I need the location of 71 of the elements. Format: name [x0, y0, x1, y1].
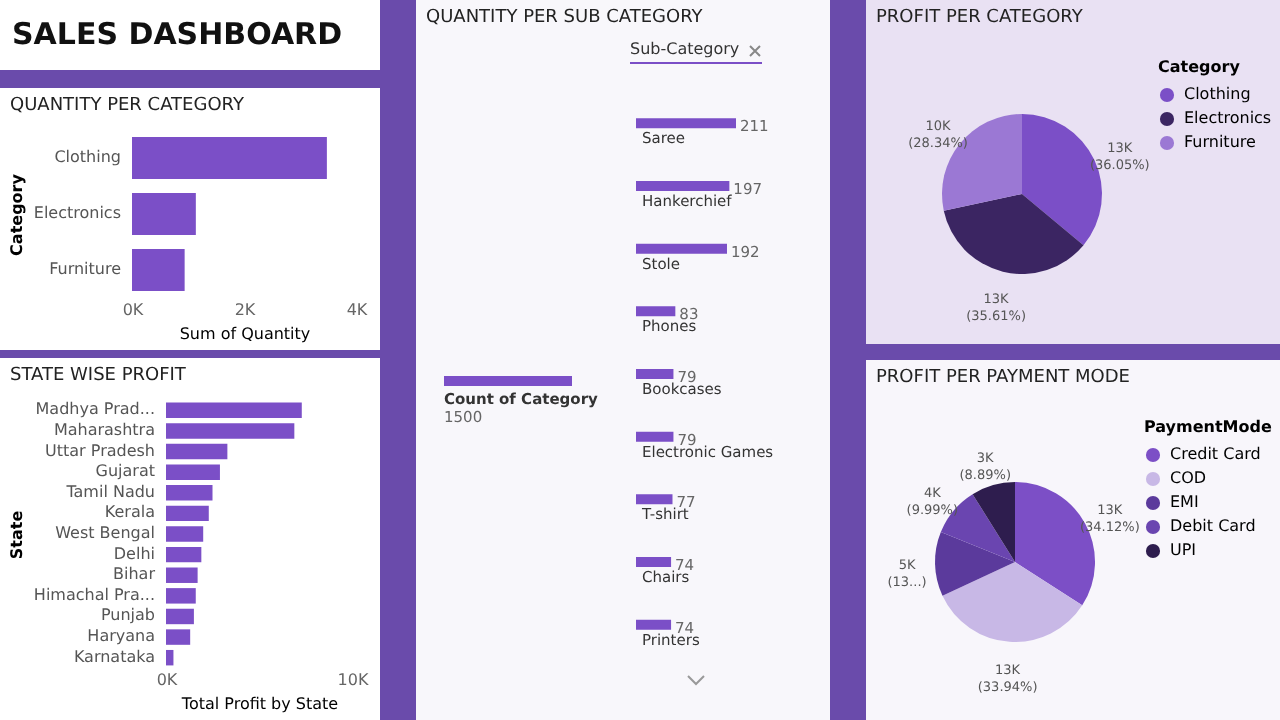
bar — [636, 118, 736, 129]
legend-label: COD — [1170, 469, 1207, 487]
bar — [166, 443, 228, 460]
bar — [636, 369, 674, 379]
y-tick-label: Himachal Pra... — [33, 585, 155, 604]
dropdown-field: Sub-Category — [630, 40, 762, 64]
bar — [636, 494, 673, 505]
x-tick-label: 4K — [346, 301, 369, 319]
legend-label: Credit Card — [1170, 445, 1261, 463]
legend-label: Furniture — [1184, 133, 1256, 151]
y-tick-label: Furniture — [49, 260, 122, 278]
chart-title: PROFIT PER CATEGORY — [876, 8, 1083, 28]
y-tick-label: Gujarat — [95, 462, 155, 481]
y-tick-label: Kerala — [104, 503, 156, 522]
y-axis-title: State — [7, 509, 26, 560]
x-tick-label: 2K — [234, 301, 257, 319]
legend-title: PaymentMode — [1144, 418, 1273, 436]
bar — [132, 137, 327, 179]
pie-slice — [942, 562, 1083, 642]
y-tick-label: West Bengal — [55, 524, 155, 542]
y-tick-label: Punjab — [100, 606, 155, 625]
text: SALES DASHBOARD — [0, 0, 380, 68]
bar — [636, 557, 672, 567]
bar — [636, 243, 727, 254]
y-tick-label: Uttar Pradesh — [45, 441, 155, 460]
x-axis-title: Total Profit by State — [179, 695, 339, 713]
y-tick-label: Clothing — [54, 148, 121, 166]
bar — [166, 423, 295, 439]
y-axis-title: Category — [7, 172, 26, 256]
y-tick-label: Madhya Prad... — [35, 400, 155, 419]
y-tick-label: Electronics — [33, 204, 121, 222]
pie-slice — [935, 531, 1015, 596]
legend-label: Debit Card — [1170, 517, 1256, 535]
bar — [166, 526, 204, 542]
chart-title: QUANTITY PER SUB CATEGORY — [426, 8, 703, 28]
bar — [636, 181, 730, 191]
chart-title: PROFIT PER PAYMENT MODE — [876, 368, 1130, 388]
bar — [636, 306, 676, 317]
bar — [132, 249, 185, 291]
bar — [636, 619, 672, 630]
legend-label: EMI — [1170, 493, 1199, 511]
bar — [166, 464, 220, 480]
chart-title: STATE WISE PROFIT — [10, 366, 186, 386]
bar — [636, 431, 674, 442]
y-tick-label: Haryana — [87, 627, 156, 646]
y-tick-label: Tamil Nadu — [64, 482, 155, 501]
x-tick-label: 0K — [122, 301, 145, 319]
y-tick-label: Karnataka — [73, 647, 156, 666]
x-tick-label: 0K — [156, 671, 179, 689]
legend-label: UPI — [1170, 541, 1197, 559]
pie-slice — [972, 482, 1015, 562]
y-tick-label: Maharashtra — [53, 420, 156, 439]
bar — [132, 193, 196, 235]
legend-label: Clothing — [1184, 85, 1251, 103]
legend-label: Electronics — [1184, 109, 1272, 127]
x-tick-label: 10K — [337, 671, 370, 689]
bar — [166, 485, 213, 501]
y-tick-label: Delhi — [113, 544, 155, 563]
bar — [166, 588, 196, 604]
bar — [166, 546, 202, 563]
bar — [166, 629, 191, 645]
bar — [166, 505, 209, 522]
chart-title: QUANTITY PER CATEGORY — [10, 96, 244, 116]
pie-slice — [943, 194, 1084, 274]
y-tick-label: Bihar — [113, 565, 157, 584]
bar — [166, 608, 194, 625]
legend-title: Category — [1158, 58, 1242, 76]
bar — [166, 649, 174, 666]
bar — [166, 567, 198, 583]
x-axis-title: Sum of Quantity — [179, 325, 311, 343]
bar — [166, 402, 302, 419]
